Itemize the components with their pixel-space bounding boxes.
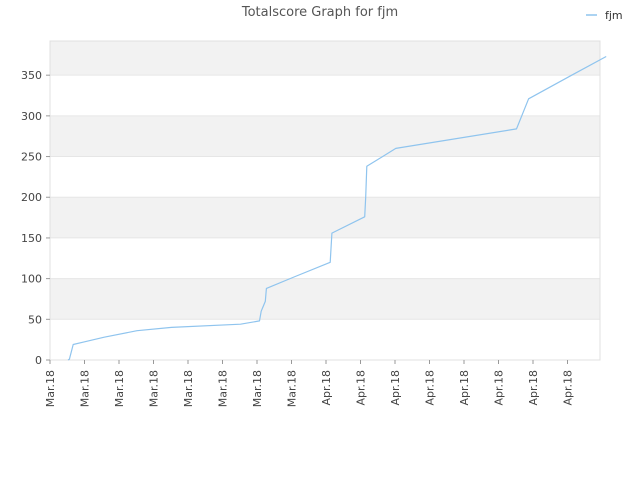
y-tick-label: 250: [21, 151, 42, 164]
x-tick-label: Mar.18: [148, 370, 161, 407]
x-tick-label: Apr.18: [458, 370, 471, 406]
x-tick-label: Mar.18: [113, 370, 126, 407]
grid-band: [50, 41, 600, 76]
x-tick-label: Apr.18: [527, 370, 540, 406]
grid-band: [50, 197, 600, 238]
x-tick-label: Apr.18: [389, 370, 402, 406]
x-tick-label: Mar.18: [79, 370, 92, 407]
x-tick-label: Apr.18: [424, 370, 437, 406]
y-tick-label: 300: [21, 110, 42, 123]
y-tick-label: 200: [21, 191, 42, 204]
x-tick-label: Apr.18: [493, 370, 506, 406]
series-line-fjm: [67, 55, 607, 361]
grid-bands: [50, 41, 600, 320]
y-tick-label: 150: [21, 232, 42, 245]
grid-band: [50, 278, 600, 320]
x-tick-label: Mar.18: [251, 370, 264, 407]
x-tick-label: Mar.18: [286, 370, 299, 407]
grid-lines: [50, 74, 600, 361]
y-tick-label: 0: [35, 354, 42, 367]
x-tick-label: Mar.18: [182, 370, 195, 407]
x-tick-label: Apr.18: [320, 370, 333, 406]
x-tick-label: Apr.18: [355, 370, 368, 406]
plot-area-frame: [49, 40, 601, 361]
y-axis: 0 50 100 150 200 250 300 350: [21, 69, 50, 367]
y-tick-label: 100: [21, 273, 42, 286]
y-tick-label: 50: [28, 313, 42, 326]
x-tick-label: Mar.18: [44, 370, 57, 407]
x-axis: Mar.18 Mar.18 Mar.18 Mar.18 Mar.18 Mar.18 Mar.…: [44, 360, 575, 407]
series-group: [67, 55, 607, 361]
grid-band: [50, 115, 600, 157]
x-tick-label: Apr.18: [562, 370, 575, 406]
legend[interactable]: fjm: [586, 9, 623, 22]
x-tick-label: Mar.18: [217, 370, 230, 407]
chart-title: Totalscore Graph for fjm: [241, 5, 398, 20]
y-tick-label: 350: [21, 69, 42, 82]
legend-label-fjm: fjm: [605, 9, 623, 22]
